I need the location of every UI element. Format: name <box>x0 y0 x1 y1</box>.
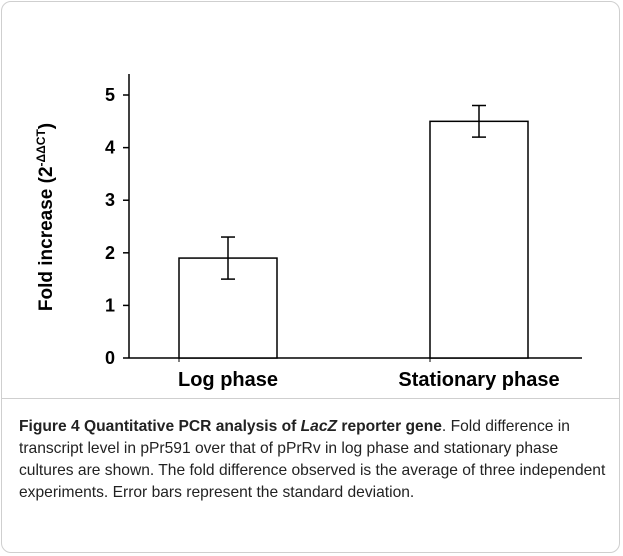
x-tick-label: Log phase <box>178 369 278 391</box>
error-bar <box>221 236 235 280</box>
x-tick-label: Stationary phase <box>398 369 559 391</box>
bar <box>429 120 529 359</box>
y-tick-label: 4 <box>105 138 115 158</box>
caption-text: . Fold difference in transcript level in… <box>19 418 606 501</box>
chart: Fold increase (2-ΔΔCT) 0 1 2 3 4 5 Log phase St… <box>34 74 582 391</box>
y-label-main: Fold increase (2 <box>36 166 57 311</box>
y-tick-label: 5 <box>105 85 115 105</box>
y-tick-label: 0 <box>105 348 115 368</box>
caption-title: Quantitative PCR analysis of <box>84 418 301 435</box>
caption-title-italic: LacZ <box>300 418 338 435</box>
y-axis-label: Fold increase (2-ΔΔCT) <box>34 123 57 311</box>
y-tick-label: 3 <box>105 190 115 210</box>
caption: Figure 4 Quantitative PCR analysis of La… <box>19 416 609 504</box>
y-label-superscript: -ΔΔCT <box>34 129 48 167</box>
error-bar <box>472 104 486 138</box>
y-tick-label: 1 <box>105 295 115 315</box>
caption-label: Figure 4 <box>19 418 80 435</box>
y-label-close: ) <box>36 123 57 129</box>
divider <box>2 398 619 399</box>
y-tick-label: 2 <box>105 243 115 263</box>
caption-title-end: reporter gene <box>337 418 442 435</box>
